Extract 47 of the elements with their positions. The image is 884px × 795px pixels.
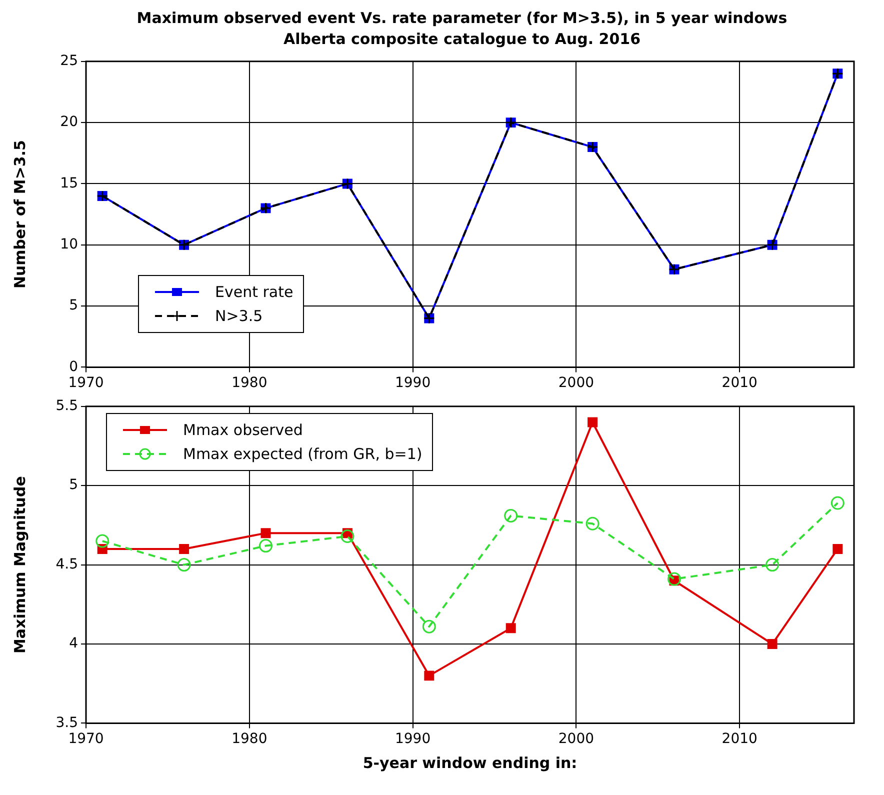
x-tick-label: 2000 [558,375,594,392]
point [177,558,191,572]
point [830,496,844,510]
y-tick-label: 15 [60,175,78,192]
x-tick-label: 2010 [722,731,758,748]
point [668,572,682,586]
chart-subtitle: Alberta composite catalogue to Aug. 2016 [282,29,642,50]
point [422,620,436,634]
x-tick-label: 1990 [394,375,431,392]
y-axis-title: Number of M>3.5 [10,140,29,289]
y-tick-label: 4 [69,636,78,652]
point [179,544,190,554]
point [586,516,600,530]
y-tick-label: 0 [69,358,78,375]
y-axis-title: Maximum Magnitude [10,476,29,654]
point [258,539,272,553]
point [340,530,354,544]
y-tick-label: 5 [69,477,78,494]
legend-label: Mmax expected (from GR, b=1) [183,445,422,463]
x-tick-label: 1990 [394,731,431,748]
legend-label: Mmax observed [183,421,303,439]
point [588,417,598,428]
x-tick-label: 2010 [722,375,758,392]
point [424,670,434,681]
legend-label: Event rate [215,283,294,301]
point [96,534,110,548]
x-tick-label: 1980 [232,731,268,748]
y-tick-label: 3.5 [56,714,78,731]
x-axis-title: 5-year window ending in: [362,754,578,772]
point [766,558,780,572]
y-tick-label: 5.5 [56,398,78,414]
x-tick-label: 1980 [232,375,268,392]
y-tick-label: 20 [60,114,78,130]
point [260,528,271,538]
x-tick-label: 2000 [558,731,594,748]
chart-title: Maximum observed event Vs. rate parameter (for M>3.5), in 5 year windows [136,8,788,29]
y-tick-label: 5 [69,298,78,314]
point [767,639,778,649]
y-tick-label: 10 [60,236,78,253]
point [832,544,843,554]
x-tick-label: 1970 [68,731,104,748]
y-tick-label: 25 [60,53,78,70]
x-tick-label: 1970 [68,375,104,392]
y-tick-label: 4.5 [56,556,78,572]
legend-label: N>3.5 [215,307,263,325]
point [504,508,518,522]
point [506,623,516,634]
